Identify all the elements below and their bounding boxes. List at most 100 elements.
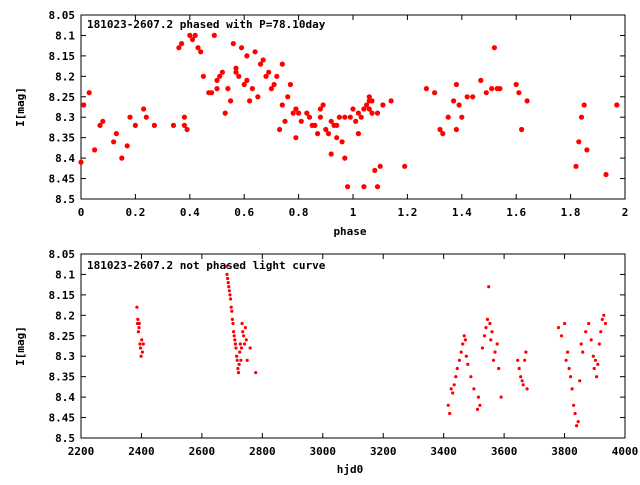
x-tick-label: 2800: [249, 445, 276, 458]
x-tick-label: 1.6: [506, 206, 526, 219]
data-point: [369, 110, 375, 116]
data-point: [517, 366, 521, 371]
data-point: [597, 342, 601, 346]
data-point: [459, 350, 463, 354]
data-point: [233, 338, 237, 342]
data-point: [274, 73, 280, 79]
data-point: [366, 106, 372, 112]
data-point: [576, 420, 580, 424]
data-point: [232, 330, 236, 334]
x-tick-label: 2600: [189, 445, 216, 458]
data-point: [366, 94, 372, 100]
y-tick-label: 8.3: [55, 111, 75, 124]
data-point: [137, 321, 141, 326]
data-point: [170, 122, 177, 128]
data-point: [596, 362, 600, 366]
data-point: [584, 147, 590, 153]
y-tick-label: 8.25: [49, 91, 76, 104]
y-axis-label: I[mag]: [14, 87, 27, 127]
data-point: [249, 86, 255, 92]
data-point: [446, 403, 450, 407]
data-point: [317, 114, 323, 120]
data-point: [483, 90, 489, 96]
data-point: [238, 342, 242, 346]
data-point: [293, 106, 299, 112]
x-tick-label: 0: [78, 206, 85, 219]
data-point: [293, 135, 299, 141]
data-point: [603, 321, 608, 326]
data-point: [195, 45, 201, 51]
data-point: [388, 98, 394, 104]
data-point: [181, 114, 187, 120]
data-point: [464, 94, 470, 100]
data-point: [277, 126, 283, 133]
data-point: [566, 350, 570, 354]
x-axis-label: hjd0: [337, 463, 364, 476]
data-point: [350, 106, 356, 112]
y-tick-label: 8.45: [49, 412, 76, 425]
x-axis-label: phase: [333, 225, 366, 238]
data-point: [200, 73, 206, 79]
data-point: [456, 102, 462, 108]
x-tick-label: 0.6: [234, 206, 254, 219]
data-point: [225, 86, 231, 92]
data-point: [141, 106, 147, 112]
data-point: [573, 411, 577, 416]
data-point: [490, 330, 494, 334]
data-point: [377, 163, 383, 169]
data-point: [556, 326, 561, 330]
data-point: [402, 163, 408, 169]
data-point: [252, 49, 258, 55]
data-point: [466, 362, 470, 366]
data-point: [437, 126, 443, 133]
data-point: [312, 122, 318, 128]
data-point: [214, 86, 220, 92]
data-point: [323, 126, 329, 133]
data-point: [226, 281, 230, 285]
data-point: [570, 387, 574, 391]
data-point: [239, 358, 243, 362]
data-point: [228, 98, 234, 104]
data-point: [559, 334, 564, 338]
data-point: [488, 321, 492, 326]
x-tick-label: 2200: [68, 445, 95, 458]
data-point: [572, 403, 576, 407]
x-tick-label: 2: [622, 206, 629, 219]
data-point: [374, 184, 381, 190]
data-point: [334, 122, 340, 128]
data-point: [244, 338, 248, 342]
plot-frame: [80, 253, 626, 439]
data-point: [239, 346, 244, 350]
y-axis-label: I[mag]: [14, 326, 27, 366]
data-point: [236, 371, 241, 375]
x-tick-label: 0.8: [289, 206, 309, 219]
data-point: [227, 285, 231, 289]
data-point: [328, 151, 334, 157]
y-tick-label: 8.15: [49, 50, 76, 63]
data-point: [353, 118, 359, 124]
data-point: [374, 110, 381, 116]
y-tick-label: 8.45: [49, 173, 76, 186]
data-point: [520, 379, 524, 383]
data-point: [136, 317, 140, 321]
data-point: [268, 86, 274, 92]
data-point: [581, 102, 587, 108]
y-tick-label: 8.5: [55, 432, 75, 445]
data-point: [372, 167, 378, 173]
data-point: [320, 102, 326, 108]
chart-title: 181023-2607.2 phased with P=78.10day: [87, 18, 326, 31]
data-point: [587, 321, 591, 326]
data-point: [493, 350, 497, 354]
x-tick-label: 4000: [612, 445, 639, 458]
data-point: [334, 135, 340, 141]
data-point: [516, 358, 520, 362]
data-point: [304, 110, 310, 116]
data-point: [497, 366, 501, 371]
data-point: [584, 330, 588, 334]
data-point: [453, 126, 459, 133]
data-point: [576, 139, 582, 145]
x-tick-label: 3000: [310, 445, 337, 458]
data-point: [380, 102, 386, 108]
data-point: [245, 358, 249, 362]
